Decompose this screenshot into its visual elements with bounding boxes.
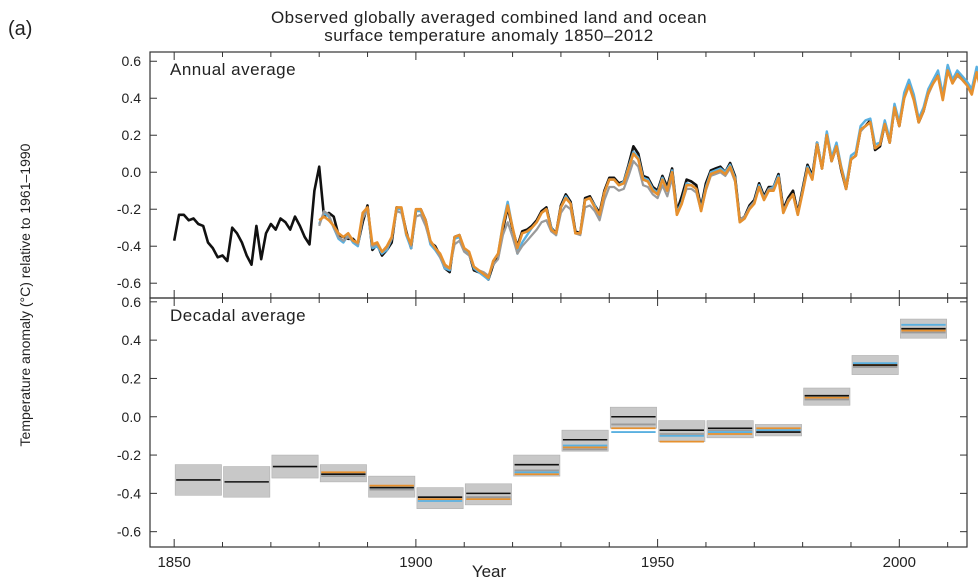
y-tick-label: 0.0 bbox=[122, 409, 142, 425]
x-tick-label: 2000 bbox=[883, 554, 916, 571]
decadal-average-panel: -0.6 -0.4 -0.2 0.0 0.2 0.4 0.6 Decadal average 1… bbox=[117, 294, 968, 571]
y-tick-label: 0.6 bbox=[122, 294, 142, 310]
panel-label: (a) bbox=[8, 18, 33, 40]
decade-uncertainty-box bbox=[803, 387, 851, 406]
y-tick-label: -0.6 bbox=[117, 275, 141, 291]
gistemp-annual-series bbox=[318, 63, 978, 281]
y-tick-label: 0.2 bbox=[122, 127, 142, 143]
mlost-annual-series bbox=[318, 69, 978, 280]
x-tick-label: 1900 bbox=[399, 554, 432, 571]
panel-title: Decadal average bbox=[170, 306, 306, 325]
x-axis-label: Year bbox=[471, 562, 507, 581]
chart-title-line-2: surface temperature anomaly 1850–2012 bbox=[324, 26, 654, 45]
chart-title-line-1: Observed globally averaged combined land… bbox=[270, 8, 708, 27]
y-tick-label: -0.4 bbox=[117, 238, 141, 254]
y-tick-label: 0.6 bbox=[122, 53, 142, 69]
y-tick-label: -0.4 bbox=[117, 485, 141, 501]
y-tick-label: 0.0 bbox=[122, 164, 142, 180]
y-tick-label: 0.4 bbox=[122, 332, 142, 348]
annual-average-panel: -0.6 -0.4 -0.2 0.0 0.2 0.4 0.6 Annual average bbox=[117, 51, 978, 299]
x-tick-label: 1850 bbox=[157, 554, 190, 571]
decade-uncertainty-box bbox=[464, 483, 512, 506]
panel-title: Annual average bbox=[170, 60, 296, 79]
decade-uncertainty-box bbox=[416, 487, 464, 509]
other-annual-series bbox=[318, 69, 978, 277]
y-tick-label: -0.6 bbox=[117, 524, 141, 540]
x-tick-label: 1950 bbox=[641, 554, 674, 571]
decade-uncertainty-box bbox=[319, 464, 367, 483]
y-tick-label: 0.2 bbox=[122, 370, 142, 386]
y-tick-label: -0.2 bbox=[117, 447, 141, 463]
y-tick-label: 0.4 bbox=[122, 90, 142, 106]
decade-uncertainty-box bbox=[706, 420, 754, 439]
decade-uncertainty-box bbox=[368, 475, 416, 498]
decade-uncertainty-box bbox=[658, 420, 706, 442]
hadcrut-annual-series bbox=[172, 65, 978, 281]
y-tick-label: -0.2 bbox=[117, 201, 141, 217]
plot-frame bbox=[149, 297, 968, 548]
